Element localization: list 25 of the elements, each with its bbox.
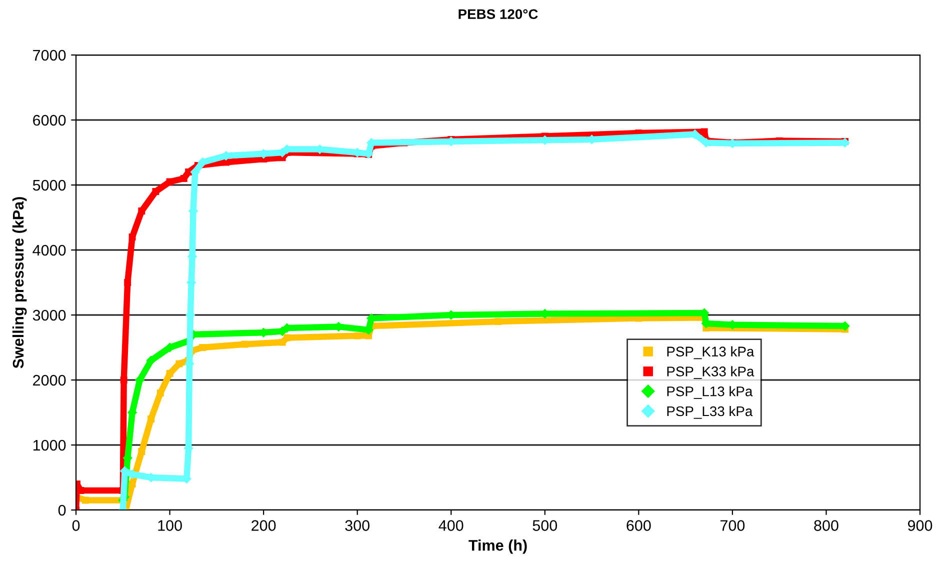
x-tick-label: 900 xyxy=(908,520,932,531)
y-axis-title: Swelling pressure (kPa) xyxy=(12,197,27,368)
x-tick-label: 600 xyxy=(626,520,651,531)
legend-label: PSP_L13 kPa xyxy=(667,386,753,399)
chart-title: PEBS 120°C xyxy=(458,9,538,20)
x-tick-label: 300 xyxy=(345,520,370,531)
legend-label: PSP_L33 kPa xyxy=(667,406,753,419)
legend-label: PSP_K13 kPa xyxy=(667,346,754,360)
x-tick-label: 700 xyxy=(720,520,745,531)
x-tick-label: 100 xyxy=(158,520,182,531)
y-tick-label: 4000 xyxy=(32,244,66,256)
x-tick-label: 800 xyxy=(814,520,838,531)
y-tick-label: 3000 xyxy=(32,310,66,321)
x-tick-label: 0 xyxy=(72,520,80,531)
y-tick-label: 1000 xyxy=(33,440,66,451)
y-tick-label: 7000 xyxy=(33,50,66,61)
x-tick-label: 200 xyxy=(252,520,276,531)
x-axis-title: Time (h) xyxy=(468,540,527,554)
y-tick-label: 5000 xyxy=(32,180,66,191)
y-tick-label: 0 xyxy=(58,504,66,516)
y-tick-label: 6000 xyxy=(33,114,66,126)
y-tick-label: 2000 xyxy=(33,374,66,386)
x-tick-label: 400 xyxy=(438,520,464,531)
legend-label: PSP_K33 kPa xyxy=(667,366,754,380)
x-tick-label: 500 xyxy=(532,520,558,531)
